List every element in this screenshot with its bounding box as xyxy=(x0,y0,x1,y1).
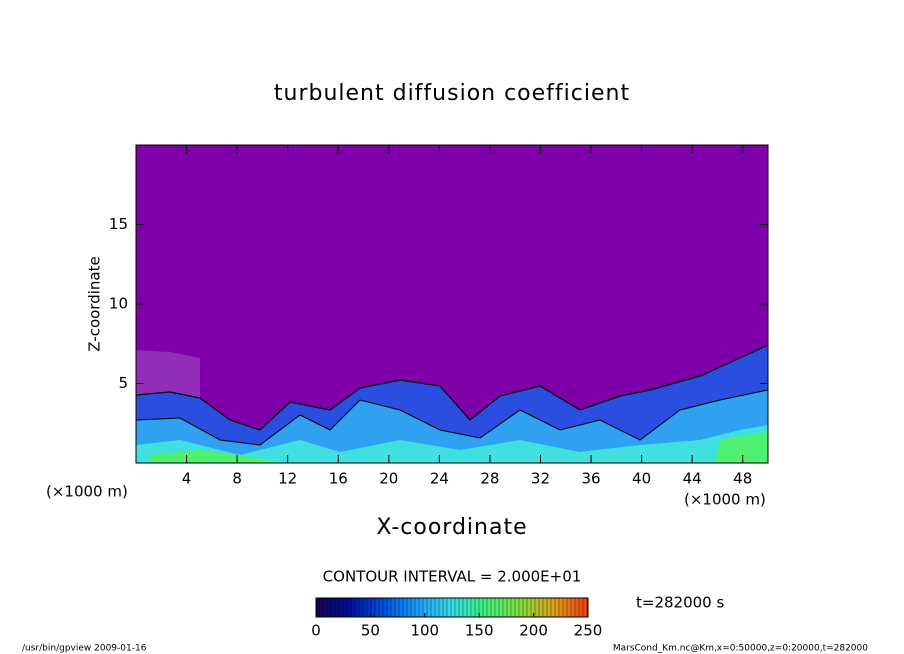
x-tick-label: 40 xyxy=(632,470,651,488)
contour-interval: CONTOUR INTERVAL = 2.000E+01 xyxy=(323,568,582,586)
colorbar-tick-label: 200 xyxy=(519,622,548,640)
x-unit: (×1000 m) xyxy=(46,483,128,501)
colorbar-tick-label: 250 xyxy=(574,622,603,640)
colorbar-tick-label: 0 xyxy=(311,622,321,640)
y-axis-label: Z-coordinate xyxy=(86,256,104,351)
y-tick-label: 10 xyxy=(109,295,128,313)
x-tick-label: 48 xyxy=(733,470,752,488)
colorbar-tick-label: 150 xyxy=(465,622,494,640)
x-tick-label: 36 xyxy=(581,470,600,488)
x-tick-label: 44 xyxy=(683,470,702,488)
footer-left: /usr/bin/gpview 2009-01-16 xyxy=(22,644,147,654)
turbulent-layer xyxy=(135,344,769,463)
colorbar-tick-label: 50 xyxy=(361,622,380,640)
x-tick-label: 12 xyxy=(278,470,297,488)
x-tick-label: 28 xyxy=(480,470,499,488)
time-label: t=282000 s xyxy=(636,594,724,612)
footer-right: MarsCond_Km.nc@Km,x=0:50000,z=0:20000,t=… xyxy=(613,644,868,654)
y-tick-label: 15 xyxy=(109,215,128,233)
x-tick-label: 4 xyxy=(182,470,192,488)
x-tick-label: 8 xyxy=(232,470,242,488)
y-tick-label: 5 xyxy=(118,374,128,392)
x-tick-label: 24 xyxy=(430,470,449,488)
x-tick-label: 32 xyxy=(531,470,550,488)
colorbar-tick-label: 100 xyxy=(410,622,439,640)
x-tick-label: 20 xyxy=(379,470,398,488)
chart-title: turbulent diffusion coefficient xyxy=(274,81,630,106)
x-tick-label: 16 xyxy=(329,470,348,488)
x-axis-label: X-coordinate xyxy=(376,515,527,540)
x-unit: (×1000 m) xyxy=(684,491,766,509)
colorbar xyxy=(315,597,589,618)
